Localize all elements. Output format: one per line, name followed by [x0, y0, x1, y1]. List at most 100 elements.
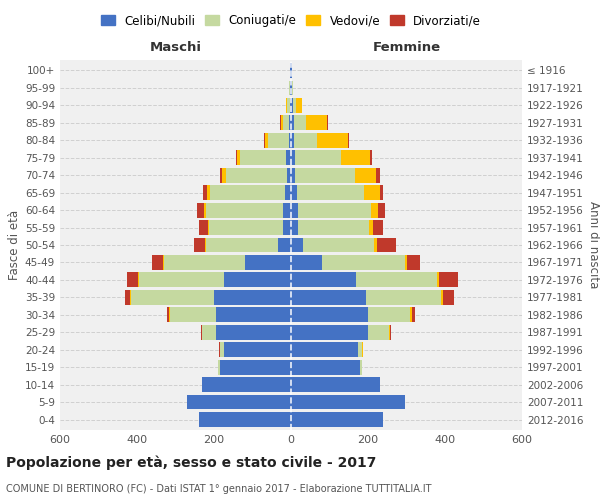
Bar: [356, 272, 437, 287]
Bar: [237, 150, 240, 165]
Text: COMUNE DI BERTINORO (FC) - Dati ISTAT 1° gennaio 2017 - Elaborazione TUTTITALIA.: COMUNE DI BERTINORO (FC) - Dati ISTAT 1°…: [6, 484, 431, 494]
Bar: [199, 220, 208, 235]
Bar: [362, 342, 364, 357]
Bar: [205, 238, 206, 252]
Bar: [291, 290, 366, 305]
Bar: [127, 272, 138, 287]
Bar: [218, 360, 220, 374]
Bar: [390, 325, 391, 340]
Y-axis label: Fasce di età: Fasce di età: [8, 210, 21, 280]
Bar: [286, 98, 287, 113]
Bar: [208, 220, 209, 235]
Bar: [206, 202, 283, 218]
Bar: [216, 325, 291, 340]
Bar: [293, 98, 296, 113]
Bar: [205, 202, 206, 218]
Bar: [283, 220, 291, 235]
Bar: [358, 342, 362, 357]
Bar: [297, 185, 364, 200]
Bar: [294, 116, 305, 130]
Bar: [291, 150, 295, 165]
Bar: [380, 185, 383, 200]
Bar: [291, 63, 292, 78]
Bar: [290, 98, 291, 113]
Bar: [224, 342, 291, 357]
Bar: [298, 202, 371, 218]
Bar: [240, 150, 286, 165]
Bar: [291, 308, 368, 322]
Bar: [327, 116, 328, 130]
Text: Popolazione per età, sesso e stato civile - 2017: Popolazione per età, sesso e stato civil…: [6, 456, 376, 470]
Bar: [167, 308, 169, 322]
Bar: [203, 185, 207, 200]
Bar: [291, 80, 292, 96]
Bar: [317, 133, 348, 148]
Bar: [138, 272, 139, 287]
Bar: [371, 202, 378, 218]
Bar: [291, 325, 368, 340]
Bar: [130, 290, 131, 305]
Bar: [220, 360, 291, 374]
Bar: [368, 308, 410, 322]
Bar: [202, 325, 216, 340]
Bar: [291, 255, 322, 270]
Bar: [226, 168, 287, 182]
Bar: [197, 202, 205, 218]
Bar: [291, 360, 360, 374]
Bar: [220, 168, 222, 182]
Bar: [404, 255, 407, 270]
Bar: [224, 272, 291, 287]
Bar: [236, 150, 237, 165]
Bar: [291, 133, 294, 148]
Y-axis label: Anni di nascita: Anni di nascita: [587, 202, 600, 288]
Bar: [374, 238, 377, 252]
Bar: [295, 150, 341, 165]
Bar: [170, 308, 216, 322]
Bar: [287, 98, 290, 113]
Bar: [291, 412, 383, 427]
Bar: [291, 272, 356, 287]
Text: Femmine: Femmine: [373, 41, 440, 54]
Bar: [407, 255, 420, 270]
Bar: [291, 116, 294, 130]
Bar: [441, 290, 443, 305]
Text: Maschi: Maschi: [149, 41, 202, 54]
Bar: [302, 238, 374, 252]
Bar: [296, 98, 302, 113]
Bar: [360, 360, 362, 374]
Bar: [291, 220, 298, 235]
Bar: [291, 168, 295, 182]
Bar: [291, 185, 297, 200]
Bar: [125, 290, 130, 305]
Bar: [163, 255, 164, 270]
Bar: [214, 290, 291, 305]
Bar: [164, 255, 245, 270]
Bar: [377, 238, 396, 252]
Bar: [294, 133, 317, 148]
Bar: [291, 342, 358, 357]
Bar: [364, 185, 380, 200]
Bar: [194, 238, 205, 252]
Bar: [201, 325, 202, 340]
Bar: [216, 308, 291, 322]
Bar: [289, 133, 291, 148]
Bar: [290, 80, 291, 96]
Bar: [209, 220, 283, 235]
Bar: [222, 168, 226, 182]
Bar: [355, 168, 376, 182]
Bar: [220, 342, 224, 357]
Bar: [131, 290, 214, 305]
Bar: [139, 272, 224, 287]
Bar: [368, 325, 389, 340]
Bar: [280, 116, 281, 130]
Bar: [285, 185, 291, 200]
Bar: [410, 308, 412, 322]
Bar: [290, 63, 291, 78]
Bar: [202, 377, 291, 392]
Bar: [283, 202, 291, 218]
Bar: [412, 308, 415, 322]
Bar: [437, 272, 439, 287]
Bar: [291, 202, 298, 218]
Bar: [245, 255, 291, 270]
Bar: [268, 133, 289, 148]
